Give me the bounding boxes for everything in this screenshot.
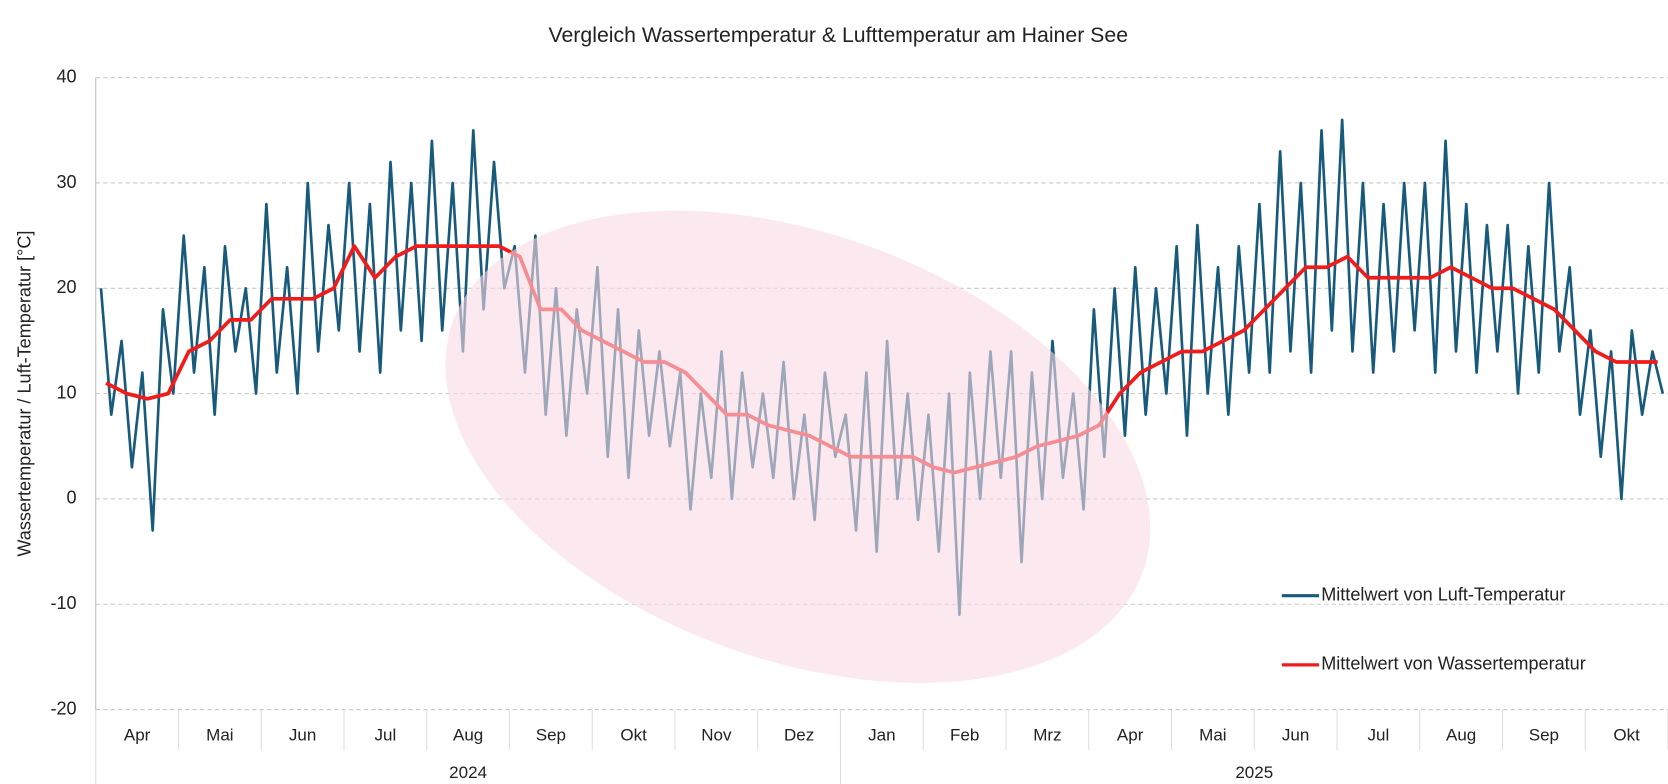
- x-tick-label: Sep: [536, 726, 566, 745]
- y-axis-label: Wassertemperatur / Luft-Temperatur [°C]: [14, 231, 34, 557]
- x-tick-label: Okt: [620, 726, 647, 745]
- y-tick-label: -10: [50, 593, 76, 613]
- x-tick-label: Jan: [868, 726, 895, 745]
- legend-label: Mittelwert von Luft-Temperatur: [1321, 584, 1565, 604]
- grid: [95, 77, 1668, 711]
- x-tick-label: Apr: [124, 726, 151, 745]
- x-tick-label: Jul: [1367, 726, 1389, 745]
- x-tick-label: Okt: [1613, 726, 1640, 745]
- x-group-label: 2024: [449, 763, 487, 782]
- x-tick-label: Jul: [374, 726, 396, 745]
- x-tick-label: Mai: [1199, 726, 1226, 745]
- axes: -20 -10 0 10 20 30 40 Apr Mai Jun Jul Aug Sep Okt Nov D…: [50, 66, 1668, 784]
- x-tick-label: Feb: [950, 726, 979, 745]
- y-tick-label: 0: [67, 488, 77, 508]
- x-group-label: 2025: [1235, 763, 1273, 782]
- x-tick-label: Sep: [1529, 726, 1559, 745]
- x-tick-label: Mai: [206, 726, 233, 745]
- chart-title: Vergleich Wassertemperatur & Lufttempera…: [548, 23, 1128, 47]
- x-tick-label: Jun: [1282, 726, 1309, 745]
- y-tick-label: -20: [50, 698, 76, 718]
- x-tick-label: Mrz: [1033, 726, 1061, 745]
- y-tick-label: 20: [56, 277, 76, 297]
- x-tick-label: Aug: [453, 726, 483, 745]
- legend-label: Mittelwert von Wassertemperatur: [1321, 654, 1586, 674]
- y-tick-label: 30: [56, 172, 76, 192]
- highlight-ellipse: [445, 210, 1151, 683]
- x-tick-label: Nov: [701, 726, 732, 745]
- x-tick-label: Dez: [784, 726, 814, 745]
- x-tick-label: Jun: [289, 726, 316, 745]
- y-tick-label: 10: [56, 382, 76, 402]
- y-tick-label: 40: [56, 66, 76, 86]
- x-tick-label: Apr: [1117, 726, 1144, 745]
- x-tick-label: Aug: [1446, 726, 1476, 745]
